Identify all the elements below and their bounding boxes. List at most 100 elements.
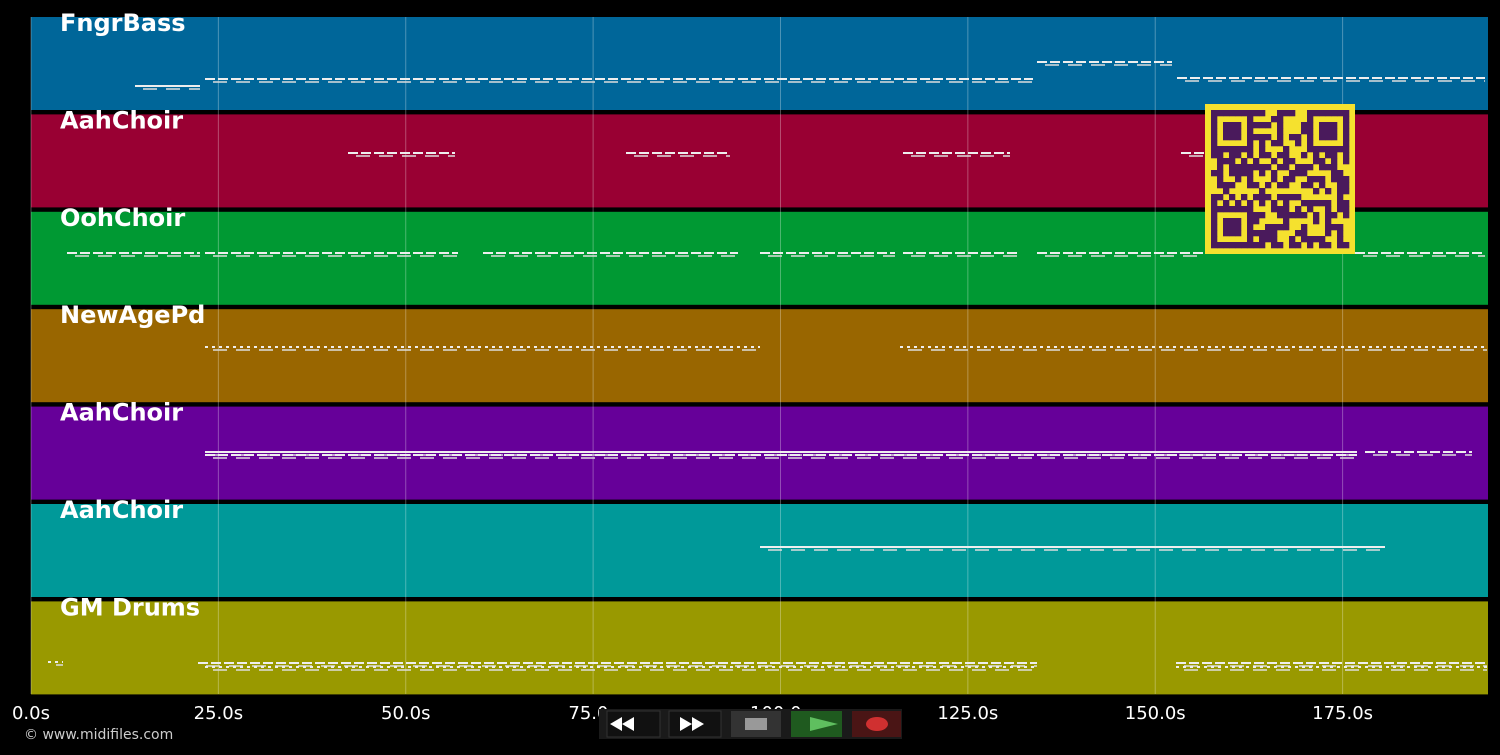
qr-module (1325, 152, 1332, 159)
qr-module (1343, 146, 1350, 153)
qr-module (1343, 212, 1350, 219)
qr-module (1229, 164, 1236, 171)
qr-module (1295, 212, 1302, 219)
qr-module (1247, 122, 1254, 129)
qr-module (1289, 176, 1296, 183)
qr-module (1331, 224, 1338, 231)
qr-module (1301, 122, 1308, 129)
qr-module (1307, 176, 1314, 183)
qr-module (1229, 182, 1236, 189)
qr-module (1229, 206, 1236, 213)
qr-module (1247, 128, 1254, 135)
qr-module (1313, 146, 1320, 153)
fast-forward-button[interactable] (668, 710, 722, 738)
qr-module (1301, 128, 1308, 135)
qr-module (1247, 224, 1254, 231)
qr-module (1259, 200, 1266, 207)
qr-module (1217, 110, 1224, 117)
qr-code (1205, 104, 1355, 254)
qr-module (1235, 170, 1242, 177)
qr-module (1325, 110, 1332, 117)
qr-module (1325, 200, 1332, 207)
qr-module (1325, 206, 1332, 213)
qr-module (1229, 224, 1236, 231)
qr-module (1235, 200, 1242, 207)
qr-module (1277, 140, 1284, 147)
qr-module (1307, 182, 1314, 189)
qr-module (1217, 182, 1224, 189)
transport (599, 709, 902, 739)
qr-module (1247, 116, 1254, 123)
qr-module (1247, 212, 1254, 219)
qr-module (1331, 152, 1338, 159)
qr-module (1217, 170, 1224, 177)
qr-module (1283, 164, 1290, 171)
qr-module (1235, 134, 1242, 141)
qr-module (1211, 212, 1218, 219)
qr-module (1307, 242, 1314, 249)
qr-module (1277, 242, 1284, 249)
qr-module (1265, 164, 1272, 171)
qr-module (1211, 122, 1218, 129)
qr-module (1283, 218, 1290, 225)
qr-module (1223, 158, 1230, 165)
qr-module (1283, 194, 1290, 201)
qr-module (1337, 146, 1344, 153)
qr-module (1325, 128, 1332, 135)
qr-module (1229, 170, 1236, 177)
qr-module (1343, 152, 1350, 159)
qr-module (1253, 158, 1260, 165)
qr-module (1283, 158, 1290, 165)
qr-module (1307, 110, 1314, 117)
qr-module (1247, 170, 1254, 177)
qr-module (1337, 200, 1344, 207)
qr-module (1343, 140, 1350, 147)
qr-module (1223, 224, 1230, 231)
qr-module (1325, 230, 1332, 237)
qr-module (1313, 212, 1320, 219)
qr-module (1343, 188, 1350, 195)
qr-module (1229, 230, 1236, 237)
qr-module (1277, 206, 1284, 213)
qr-module (1331, 110, 1338, 117)
qr-module (1259, 152, 1266, 159)
qr-module (1325, 146, 1332, 153)
qr-module (1271, 230, 1278, 237)
qr-module (1331, 146, 1338, 153)
qr-module (1271, 158, 1278, 165)
qr-module (1259, 170, 1266, 177)
qr-module (1241, 242, 1248, 249)
play-button[interactable] (791, 711, 842, 737)
qr-module (1271, 242, 1278, 249)
qr-module (1253, 134, 1260, 141)
rewind-button[interactable] (606, 710, 661, 738)
qr-module (1247, 176, 1254, 183)
qr-module (1283, 152, 1290, 159)
stop-button[interactable] (731, 711, 781, 737)
qr-module (1259, 230, 1266, 237)
qr-module (1223, 146, 1230, 153)
qr-module (1229, 242, 1236, 249)
qr-module (1289, 170, 1296, 177)
qr-module (1307, 134, 1314, 141)
qr-module (1229, 134, 1236, 141)
qr-module (1247, 242, 1254, 249)
qr-module (1331, 212, 1338, 219)
qr-module (1289, 242, 1296, 249)
qr-module (1331, 134, 1338, 141)
track-name: AahChoir (60, 496, 183, 524)
qr-module (1271, 200, 1278, 207)
qr-module (1223, 218, 1230, 225)
qr-module (1229, 122, 1236, 129)
record-button[interactable] (852, 711, 901, 737)
qr-module (1307, 116, 1314, 123)
qr-module (1289, 212, 1296, 219)
qr-module (1211, 224, 1218, 231)
qr-module (1271, 170, 1278, 177)
qr-module (1337, 194, 1344, 201)
qr-module (1211, 116, 1218, 123)
qr-module (1319, 122, 1326, 129)
qr-module (1211, 170, 1218, 177)
qr-module (1265, 152, 1272, 159)
qr-module (1217, 242, 1224, 249)
